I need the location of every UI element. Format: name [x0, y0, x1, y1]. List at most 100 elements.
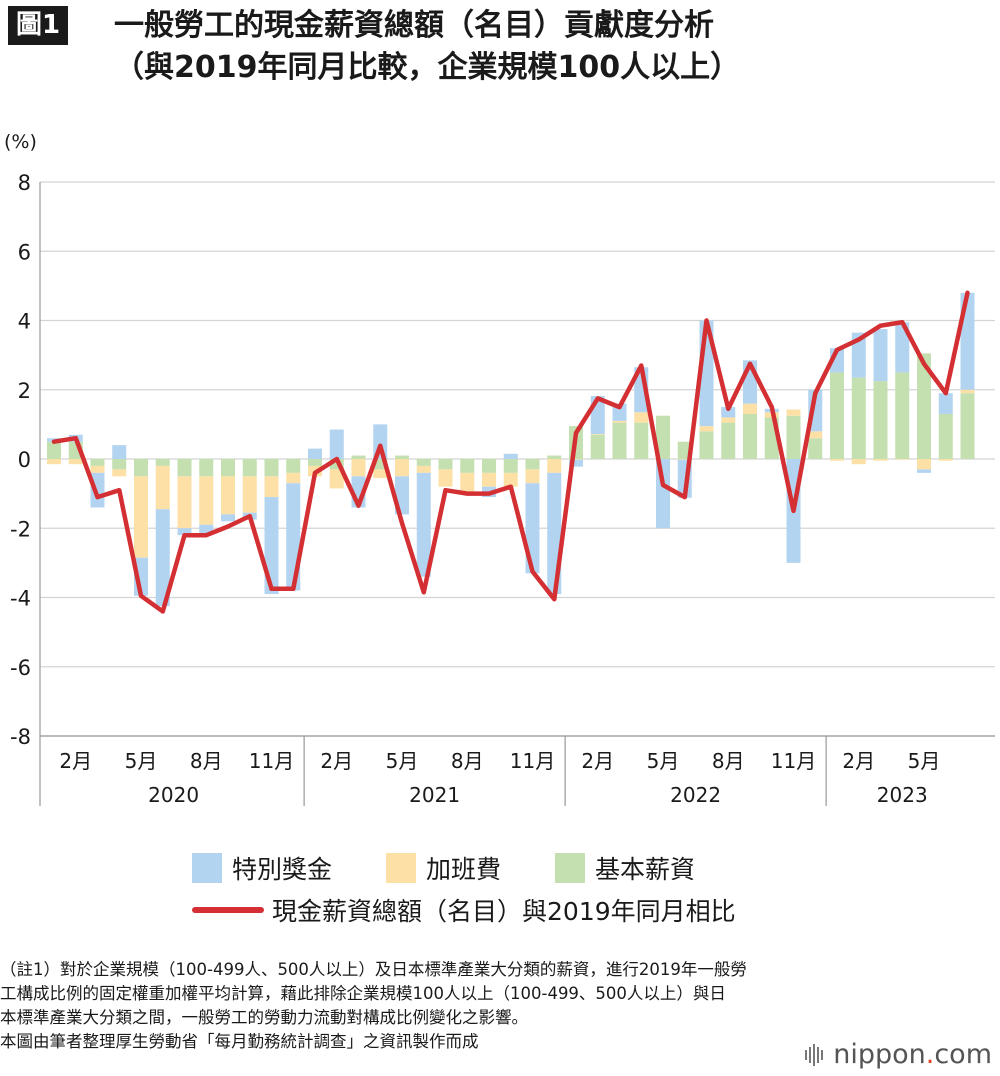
- chart-title: 一般勞工的現金薪資總額（名目）貢獻度分析: [114, 8, 714, 43]
- y-tick-label: -8: [10, 725, 31, 749]
- year-label: 2020: [148, 783, 199, 807]
- overtime-bar: [612, 420, 627, 423]
- special-bonus-bar: [938, 393, 953, 414]
- y-tick-label: 0: [18, 448, 31, 472]
- base-salary-bar: [808, 438, 823, 459]
- x-tick-label: 8月: [190, 749, 223, 773]
- base-salary-bar: [590, 434, 605, 459]
- legend-item-overtime: 加班費: [386, 850, 501, 886]
- year-label: 2021: [409, 783, 460, 807]
- logo-tld: com: [934, 1039, 992, 1070]
- overtime-bar: [895, 459, 910, 460]
- overtime-bar: [395, 459, 409, 477]
- base-salary-bar: [134, 459, 148, 477]
- overtime-bar: [329, 469, 344, 489]
- overtime-bar: [569, 459, 583, 460]
- base-salary-bar: [351, 455, 366, 459]
- overtime-bar: [134, 476, 148, 558]
- base-salary-bar: [634, 422, 649, 459]
- base-salary-bar: [264, 459, 279, 477]
- base-salary-bar: [895, 372, 910, 459]
- logo-name: nippon: [833, 1039, 926, 1070]
- base-salary-bar: [699, 431, 714, 459]
- overtime-bar: [851, 459, 866, 465]
- base-salary-bar: [851, 377, 866, 459]
- base-salary-bar: [917, 353, 931, 459]
- overtime-bar: [634, 412, 649, 423]
- x-tick-label: 2月: [320, 749, 353, 773]
- base-salary-bar: [525, 459, 540, 470]
- chart-subtitle: （與2019年同月比較，企業規模100人以上）: [114, 50, 741, 85]
- x-tick-label: 2月: [842, 749, 875, 773]
- y-tick-label: 2: [18, 379, 31, 403]
- nippon-logo: nippon. com: [805, 1039, 992, 1070]
- special-bonus-bar: [416, 472, 431, 577]
- legend-item-special-bonus: 特別獎金: [192, 850, 332, 886]
- special-bonus-bar: [895, 322, 910, 373]
- x-tick-label: 11月: [771, 749, 816, 773]
- legend-label-total-line: 現金薪資總額（名目）與2019年同月相比: [272, 897, 736, 926]
- source-note: 本圖由筆者整理厚生勞動省「每月勤務統計調查」之資訊製作而成: [0, 1032, 479, 1051]
- overtime-bar: [525, 469, 540, 484]
- footnote-line: 工構成比例的固定權重加權平均計算，藉此排除企業規模100人以上（100-499、…: [0, 984, 726, 1003]
- base-salary-bar: [960, 393, 975, 459]
- x-tick-label: 2月: [59, 749, 92, 773]
- base-salary-bar: [242, 459, 257, 477]
- base-salary-bar: [460, 459, 475, 473]
- base-salary-bar: [438, 459, 453, 470]
- x-tick-label: 11月: [510, 749, 555, 773]
- overtime-bar: [547, 459, 562, 473]
- overtime-bar: [677, 459, 692, 460]
- special-bonus-bar: [221, 514, 235, 522]
- special-bonus-bar: [569, 459, 583, 467]
- footnote-line: （註1）對於企業規模（100-499人、500人以上）及日本標準產業大分類的薪資…: [0, 960, 747, 979]
- overtime-swatch: [386, 853, 417, 883]
- overtime-bar: [68, 459, 83, 465]
- year-label: 2022: [670, 783, 721, 807]
- overtime-bar: [438, 469, 453, 487]
- legend-row-bars: 特別獎金 加班費 基本薪資: [192, 850, 749, 886]
- base-salary-bar: [286, 459, 301, 473]
- base-salary-bar: [112, 459, 127, 470]
- overtime-bar: [373, 469, 388, 479]
- base-salary-bar: [503, 459, 518, 473]
- base-salary-bar: [373, 459, 388, 470]
- footnote-line: 本標準產業大分類之間，一般勞工的勞動力流動對構成比例變化之影響。: [0, 1008, 528, 1027]
- legend-label-special-bonus: 特別獎金: [232, 855, 333, 884]
- overtime-bar: [177, 476, 192, 529]
- y-axis-unit-label: (%): [4, 131, 37, 153]
- x-tick-label: 11月: [249, 749, 294, 773]
- legend-label-base-salary: 基本薪資: [595, 855, 696, 884]
- stacked-bars: [47, 292, 975, 607]
- base-salary-bar: [177, 459, 192, 477]
- overtime-bar: [90, 465, 105, 473]
- base-salary-bar: [547, 455, 562, 459]
- legend-label-overtime: 加班費: [426, 855, 502, 884]
- special-bonus-bar: [503, 453, 518, 459]
- base-salary-bar: [873, 381, 888, 459]
- special-bonus-bar: [112, 445, 127, 459]
- base-salary-bar: [830, 372, 844, 459]
- legend-row-line: 現金薪資總額（名目）與2019年同月相比: [192, 892, 736, 928]
- y-tick-label: -2: [10, 517, 31, 541]
- y-tick-label: -4: [10, 587, 31, 611]
- figure-badge: 圖1: [8, 6, 69, 45]
- special-bonus-bar: [177, 528, 192, 536]
- overtime-bar: [482, 472, 496, 487]
- overtime-bar: [47, 459, 61, 465]
- overtime-bar: [242, 476, 257, 513]
- base-salary-bar: [612, 422, 627, 459]
- contribution-chart: (%) 8 6 4 2 0 -2 -4 -6 -8 2月 5月 8月 11月 2月 5月 8月 11月 2月 5月…: [4, 131, 995, 807]
- y-tick-label: -6: [10, 656, 31, 680]
- base-salary-bar: [743, 413, 757, 459]
- overtime-bar: [938, 459, 953, 461]
- legend-item-base-salary: 基本薪資: [555, 850, 695, 886]
- x-tick-label: 5月: [125, 749, 158, 773]
- special-bonus-swatch: [192, 853, 222, 883]
- base-salary-bar: [395, 455, 409, 459]
- base-salary-bar: [416, 459, 431, 466]
- overtime-bar: [917, 459, 931, 470]
- x-tick-label: 5月: [386, 749, 419, 773]
- base-salary-bar: [482, 459, 496, 473]
- x-tick-label: 5月: [647, 749, 680, 773]
